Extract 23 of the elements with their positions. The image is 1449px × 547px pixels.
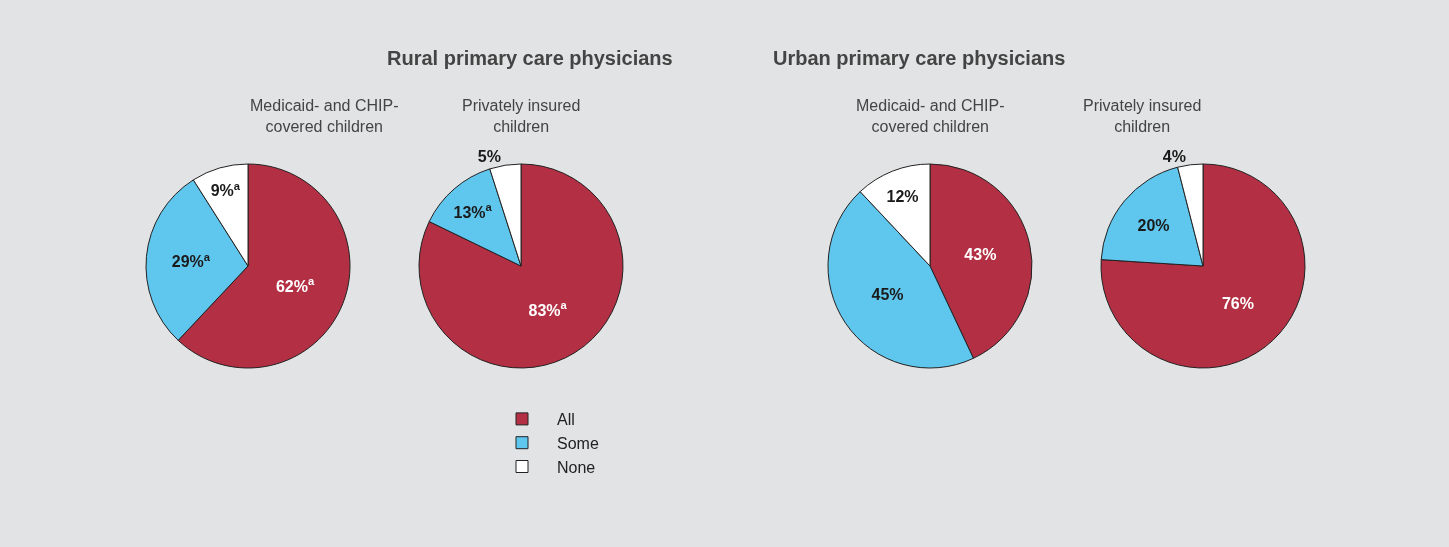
data-label: 12%: [886, 188, 919, 206]
data-label: 29%$^{a}$: [171, 250, 211, 271]
pie-slice: [1100, 163, 1306, 369]
data-label: 9%$^{a}$: [210, 179, 241, 200]
pie-slice: [418, 163, 624, 369]
chart-subtitle: Medicaid- and CHIP- covered children: [250, 97, 399, 135]
data-label: 45%: [871, 286, 904, 304]
data-label: 76%: [1221, 294, 1254, 312]
data-label: 5%: [477, 148, 501, 166]
chart-title: Urban primary care physicians: [773, 47, 1066, 69]
data-label: 13%$^{a}$: [453, 200, 493, 221]
data-label: 43%: [964, 246, 997, 264]
legend-label: All: [557, 411, 575, 429]
chart-subtitle: Privately insured children: [1083, 97, 1202, 135]
chart-subtitle: Privately insured children: [462, 97, 581, 135]
data-label: 83%$^{a}$: [528, 299, 568, 320]
data-label: 62%$^{a}$: [275, 274, 315, 295]
chart-subtitle: Medicaid- and CHIP- covered children: [856, 97, 1005, 135]
chart-title: Rural primary care physicians: [387, 47, 673, 69]
legend-label: None: [557, 458, 596, 476]
data-label: 4%: [1162, 147, 1186, 165]
legend-label: Some: [557, 434, 599, 452]
data-label: 20%: [1137, 216, 1170, 234]
